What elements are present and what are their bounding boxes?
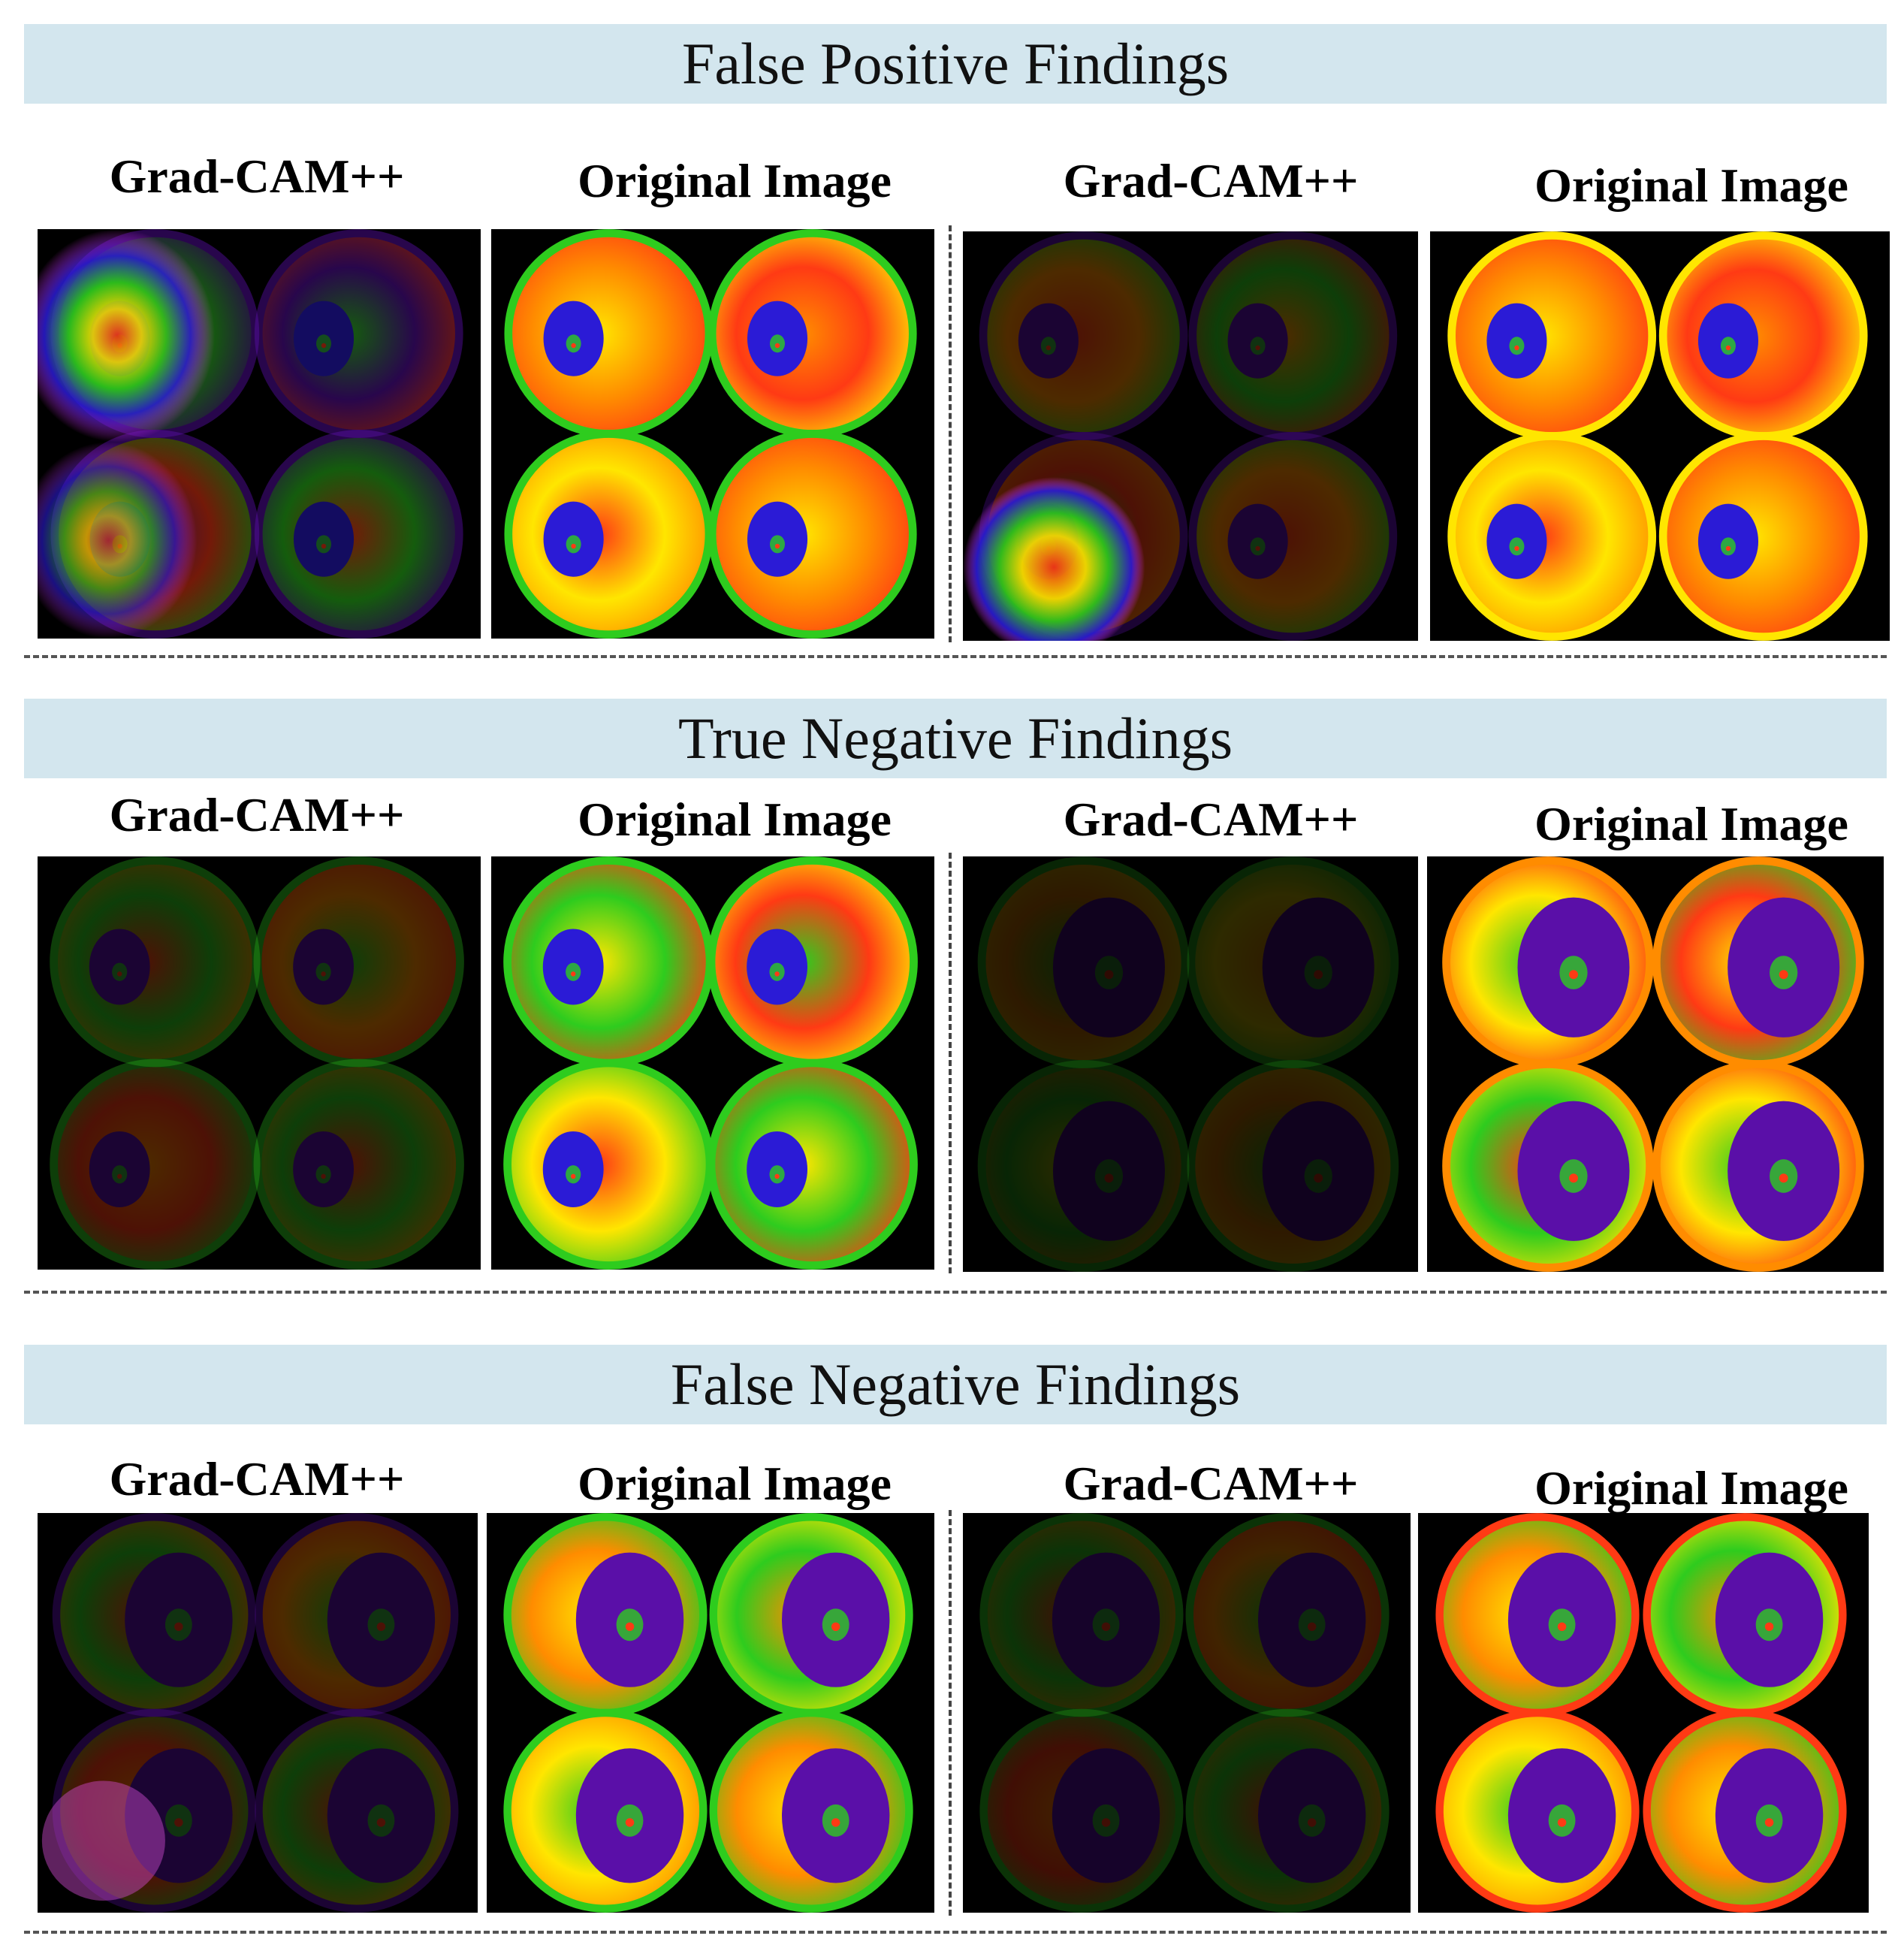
panel-label-gradcam: Grad-CAM++ <box>1063 1457 1359 1510</box>
original-image-panel <box>1418 1513 1869 1913</box>
panel-label-original: Original Image <box>1534 1461 1848 1515</box>
polar-map-image <box>38 229 463 639</box>
polar-map-image <box>41 1513 459 1913</box>
polar-disc <box>1188 432 1398 641</box>
polar-disc <box>979 1513 1184 1717</box>
panel-label-gradcam: Grad-CAM++ <box>1063 154 1359 207</box>
polar-map-image <box>1442 856 1864 1272</box>
polar-disc <box>1442 1060 1655 1272</box>
polar-disc <box>709 1513 913 1717</box>
polar-disc <box>50 1059 261 1270</box>
polar-disc <box>253 856 464 1068</box>
polar-map-image <box>1447 231 1868 641</box>
polar-map-image <box>963 231 1398 641</box>
polar-disc <box>254 229 463 438</box>
polar-disc <box>503 1059 714 1270</box>
section-divider <box>24 655 1887 658</box>
polar-disc <box>52 1708 256 1913</box>
polar-disc <box>979 231 1188 440</box>
column-divider <box>949 1510 952 1916</box>
original-image-panel <box>491 856 934 1270</box>
section-title: False Positive Findings <box>681 31 1230 96</box>
polar-disc <box>707 1059 918 1270</box>
polar-disc <box>709 1708 913 1913</box>
polar-disc <box>254 430 463 639</box>
polar-map-image <box>504 229 917 639</box>
column-divider <box>949 853 952 1273</box>
section-banner-false-negative: False Negative Findings <box>24 1345 1887 1424</box>
original-image-panel <box>1430 231 1890 641</box>
polar-disc <box>1185 1513 1390 1717</box>
polar-disc <box>1652 1060 1864 1272</box>
panel-label-gradcam: Grad-CAM++ <box>109 788 405 841</box>
polar-map-image <box>50 856 464 1270</box>
polar-disc <box>1435 1513 1640 1717</box>
original-image-panel <box>1427 856 1884 1272</box>
polar-disc <box>1643 1513 1847 1717</box>
column-divider <box>949 225 952 642</box>
panel-label-gradcam: Grad-CAM++ <box>109 1452 405 1506</box>
polar-map-image <box>977 856 1399 1272</box>
panel-label-original: Original Image <box>1534 159 1848 212</box>
polar-disc <box>1643 1708 1847 1913</box>
polar-disc <box>1658 231 1868 440</box>
polar-disc <box>708 430 917 639</box>
gradcam-panel <box>963 231 1418 641</box>
section-divider <box>24 1931 1887 1934</box>
section-divider <box>24 1291 1887 1294</box>
panel-label-original: Original Image <box>1534 797 1848 850</box>
gradcam-panel <box>38 856 481 1270</box>
polar-disc <box>979 1708 1184 1913</box>
polar-disc <box>255 1513 459 1717</box>
original-image-panel <box>487 1513 934 1913</box>
polar-disc <box>1185 1708 1390 1913</box>
polar-map-image <box>979 1513 1390 1913</box>
polar-disc <box>1658 432 1868 641</box>
panel-label-gradcam: Grad-CAM++ <box>1063 793 1359 846</box>
polar-disc <box>52 1513 256 1717</box>
polar-disc <box>707 856 918 1068</box>
polar-disc <box>504 229 714 438</box>
polar-disc <box>1447 231 1657 440</box>
polar-map-image <box>1435 1513 1847 1913</box>
polar-disc <box>503 1708 708 1913</box>
gradcam-panel <box>963 856 1418 1272</box>
polar-disc <box>977 856 1190 1068</box>
polar-map-image <box>503 856 918 1270</box>
panel-label-original: Original Image <box>578 1457 892 1510</box>
section-banner-true-negative: True Negative Findings <box>24 699 1887 778</box>
panel-label-gradcam: Grad-CAM++ <box>109 149 405 203</box>
gradcam-panel <box>38 229 481 639</box>
polar-disc <box>504 430 714 639</box>
polar-disc <box>1187 856 1399 1068</box>
panel-label-original: Original Image <box>578 793 892 846</box>
gradcam-panel <box>963 1513 1411 1913</box>
original-image-panel <box>491 229 934 639</box>
polar-disc <box>708 229 917 438</box>
section-banner-false-positive: False Positive Findings <box>24 24 1887 104</box>
polar-disc <box>503 1513 708 1717</box>
section-title: True Negative Findings <box>677 705 1233 771</box>
polar-disc <box>1447 432 1657 641</box>
polar-disc <box>1442 856 1655 1068</box>
polar-disc <box>503 856 714 1068</box>
polar-disc <box>1435 1708 1640 1913</box>
polar-disc <box>1187 1060 1399 1272</box>
polar-disc <box>1188 231 1398 440</box>
section-title: False Negative Findings <box>670 1351 1241 1417</box>
polar-disc <box>977 1060 1190 1272</box>
polar-disc <box>50 856 261 1068</box>
polar-disc <box>253 1059 464 1270</box>
gradcam-panel <box>38 1513 478 1913</box>
polar-disc <box>255 1708 459 1913</box>
polar-disc <box>1652 856 1864 1068</box>
polar-map-image <box>503 1513 913 1913</box>
panel-label-original: Original Image <box>578 154 892 207</box>
